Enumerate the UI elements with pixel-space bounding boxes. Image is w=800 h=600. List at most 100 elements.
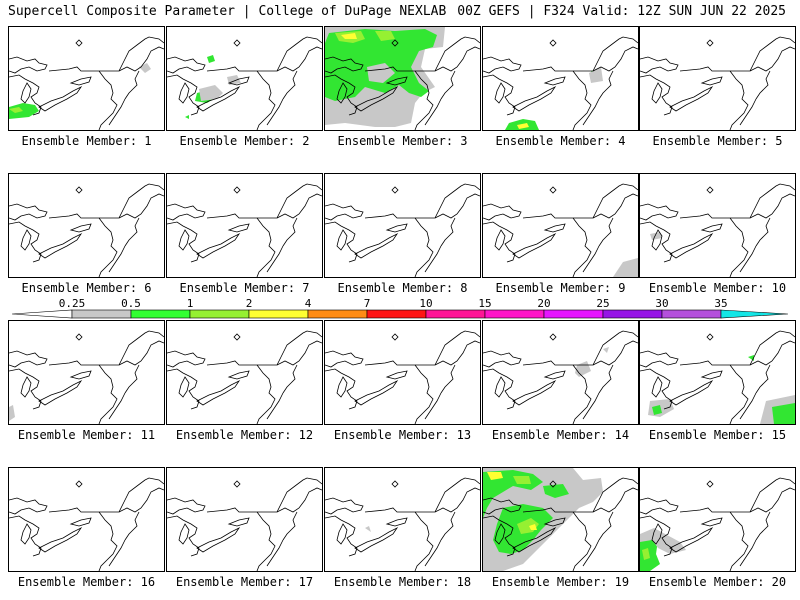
coastline-13-2 (336, 376, 348, 398)
coastline-12-1 (167, 368, 200, 410)
coastline-8-6 (414, 217, 434, 277)
coastline-13-0 (325, 350, 364, 368)
scp-contour-14-0 (575, 361, 591, 377)
coastline-15-5 (679, 330, 795, 366)
coastline-12-0 (167, 350, 206, 368)
coastline-7-10 (233, 186, 241, 194)
coastline-6-6 (98, 217, 118, 277)
coastline-9-6 (572, 217, 592, 277)
scp-contour-2-3 (185, 115, 189, 119)
coastline-14-4 (543, 370, 566, 380)
coastline-1-4 (69, 76, 92, 86)
coastline-15-1 (640, 368, 673, 410)
coastline-10-7 (749, 193, 795, 219)
coastline-16-6 (98, 511, 118, 571)
coastline-11-8 (124, 364, 140, 394)
member-map-svg-9 (483, 183, 638, 277)
scp-contour-19-2 (487, 472, 503, 480)
scp-contour-19-3 (513, 476, 531, 484)
coastline-17-4 (227, 517, 250, 527)
coastline-16-9 (108, 539, 126, 567)
colorbar-tick-9: 25 (596, 298, 609, 310)
member-map-18 (324, 467, 481, 572)
coastline-1-5 (48, 36, 164, 72)
member-map-8 (324, 173, 481, 278)
coastline-5-3 (669, 85, 714, 112)
coastline-2-3 (196, 85, 241, 112)
coastline-6-5 (48, 183, 164, 219)
colorbar-tick-11: 35 (714, 298, 727, 310)
member-map-svg-4 (483, 36, 638, 130)
coastline-12-8 (282, 364, 298, 394)
coastline-12-2 (178, 376, 190, 398)
coastline-15-2 (651, 376, 663, 398)
scp-contour-1-2 (9, 107, 23, 113)
colorbar-segment-10 (661, 309, 722, 319)
member-map-svg-13 (325, 330, 480, 424)
member-map-17 (166, 467, 323, 572)
coastline-9-3 (512, 232, 557, 259)
scp-contour-2-1 (227, 75, 241, 85)
colorbar-tick-2: 1 (187, 298, 194, 310)
scp-contour-11-0 (9, 405, 15, 421)
coastline-11-4 (69, 370, 92, 380)
coastline-14-0 (483, 350, 522, 368)
coastline-19-8 (598, 511, 614, 541)
coastline-6-3 (38, 232, 83, 259)
coastline-7-5 (206, 183, 322, 219)
member-map-14 (482, 320, 639, 425)
coastline-19-3 (512, 526, 557, 553)
coastline-4-10 (549, 39, 557, 47)
member-label-18: Ensemble Member: 18 (333, 575, 472, 589)
member-map-svg-14 (483, 330, 638, 424)
colorbar-tick-1: 0.5 (121, 298, 141, 310)
coastline-18-3 (354, 526, 399, 553)
member-map-20 (639, 467, 796, 572)
coastline-9-9 (582, 245, 600, 273)
coastline-11-9 (108, 392, 126, 420)
colorbar-segment-4 (307, 309, 368, 319)
coastline-7-2 (178, 229, 190, 251)
member-map-svg-3 (325, 27, 480, 130)
coastline-10-10 (706, 186, 714, 194)
coastline-7-6 (256, 217, 276, 277)
member-label-12: Ensemble Member: 12 (175, 428, 314, 442)
coastline-20-6 (729, 511, 749, 571)
colorbar-segment-7 (484, 309, 545, 319)
coastline-3-10 (391, 39, 399, 47)
scp-contour-14-1 (603, 347, 609, 353)
coastline-14-10 (549, 333, 557, 341)
coastline-14-3 (512, 379, 557, 406)
coastline-17-0 (167, 497, 206, 515)
coastline-16-8 (124, 511, 140, 541)
coastline-17-7 (276, 487, 322, 513)
coastline-17-2 (178, 523, 190, 545)
colorbar-segment-6 (425, 309, 486, 319)
member-label-8: Ensemble Member: 8 (337, 281, 468, 295)
member-map-svg-20 (640, 477, 795, 571)
coastline-17-8 (282, 511, 298, 541)
coastline-18-1 (325, 515, 358, 557)
coastline-8-1 (325, 221, 358, 263)
coastline-10-2 (651, 229, 663, 251)
scp-contour-15-4 (772, 403, 795, 424)
coastline-14-7 (592, 340, 638, 366)
colorbar-segment-9 (602, 309, 663, 319)
member-map-10 (639, 173, 796, 278)
scp-contour-3-4 (375, 31, 395, 41)
coastline-5-8 (755, 70, 771, 100)
coastline-19-2 (494, 523, 506, 545)
coastline-7-0 (167, 203, 206, 221)
coastline-1-9 (108, 98, 126, 126)
member-label-14: Ensemble Member: 14 (491, 428, 630, 442)
member-label-4: Ensemble Member: 4 (495, 134, 626, 148)
colorbar-segment-3 (248, 309, 309, 319)
coastline-17-1 (167, 515, 200, 557)
coastline-4-1 (483, 74, 516, 116)
coastline-2-5 (206, 36, 322, 72)
member-map-11 (8, 320, 165, 425)
coastline-8-5 (364, 183, 480, 219)
member-map-9 (482, 173, 639, 278)
coastline-15-7 (749, 340, 795, 366)
coastline-18-5 (364, 477, 480, 513)
